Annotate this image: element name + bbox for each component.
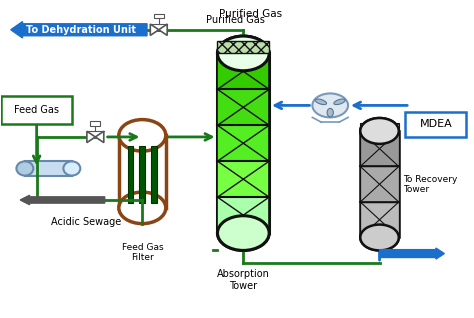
Text: Absorption
Tower: Absorption Tower	[217, 269, 270, 291]
Bar	[218, 53, 269, 233]
Text: MDEA: MDEA	[419, 119, 452, 129]
FancyBboxPatch shape	[1, 96, 72, 124]
Ellipse shape	[119, 192, 166, 224]
Ellipse shape	[64, 161, 80, 176]
Bar	[218, 53, 269, 89]
Ellipse shape	[17, 161, 33, 176]
Ellipse shape	[327, 108, 333, 117]
Ellipse shape	[360, 225, 399, 250]
FancyArrow shape	[20, 195, 105, 205]
FancyArrow shape	[11, 22, 147, 38]
Bar	[218, 197, 269, 233]
Ellipse shape	[360, 225, 399, 250]
Polygon shape	[87, 131, 95, 142]
Bar	[360, 131, 399, 238]
Bar	[218, 89, 269, 125]
Ellipse shape	[218, 216, 269, 250]
Bar	[218, 125, 269, 161]
Circle shape	[312, 93, 348, 117]
FancyArrow shape	[380, 248, 444, 259]
Bar	[360, 131, 399, 166]
Bar	[218, 161, 269, 197]
Bar	[151, 146, 157, 204]
Text: Feed Gas
Filter: Feed Gas Filter	[121, 243, 163, 262]
Ellipse shape	[218, 36, 269, 71]
Ellipse shape	[360, 118, 399, 144]
Bar	[360, 202, 399, 238]
Polygon shape	[150, 24, 159, 35]
Text: Purified Gas: Purified Gas	[206, 15, 264, 25]
Bar	[90, 121, 100, 126]
Text: To Recovery
Tower: To Recovery Tower	[403, 175, 458, 194]
Text: Purified Gas: Purified Gas	[219, 9, 282, 19]
Bar	[360, 123, 399, 131]
Text: Feed Gas: Feed Gas	[14, 105, 59, 115]
Bar	[218, 41, 269, 53]
Ellipse shape	[119, 120, 166, 151]
Ellipse shape	[315, 99, 327, 105]
Bar	[25, 161, 72, 176]
Polygon shape	[159, 24, 167, 35]
FancyBboxPatch shape	[405, 112, 466, 137]
Polygon shape	[95, 131, 104, 142]
Text: Acidic Sewage: Acidic Sewage	[51, 217, 121, 227]
Bar	[128, 146, 133, 204]
Text: To Dehydration Unit: To Dehydration Unit	[26, 25, 136, 35]
Ellipse shape	[218, 36, 269, 71]
Bar	[119, 135, 166, 208]
Ellipse shape	[334, 99, 345, 105]
Ellipse shape	[360, 118, 399, 144]
Ellipse shape	[218, 216, 269, 250]
Bar	[360, 166, 399, 202]
Bar	[139, 146, 145, 204]
Bar	[154, 14, 164, 18]
